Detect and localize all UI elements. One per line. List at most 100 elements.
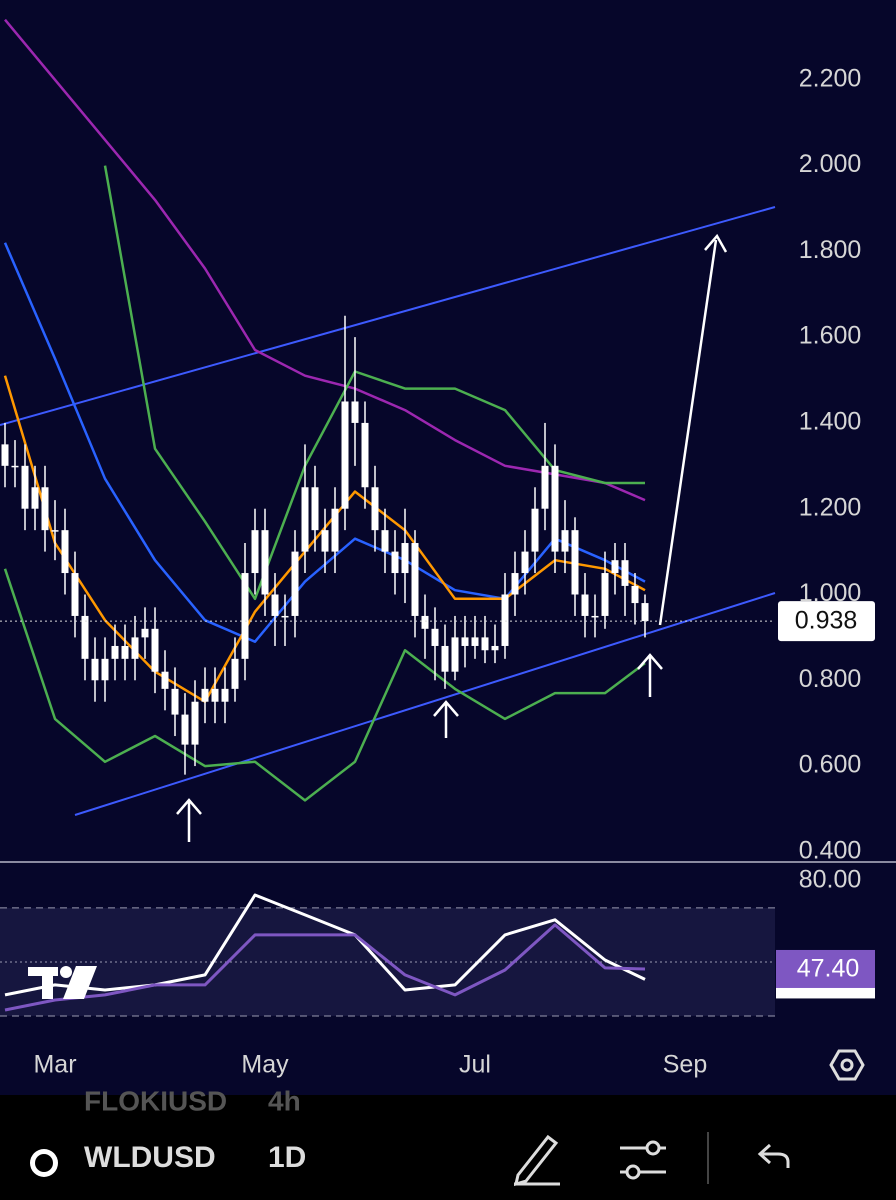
candle-body — [571, 530, 579, 595]
candle-body — [321, 530, 329, 552]
draw-icon[interactable] — [513, 1134, 560, 1187]
candle-body — [131, 637, 139, 659]
candle-body — [511, 573, 519, 595]
candle-body — [181, 714, 189, 745]
candle-body — [331, 508, 339, 552]
candle-body — [161, 671, 169, 689]
candle-body — [611, 560, 619, 574]
candle-body — [341, 401, 349, 509]
candle-body — [11, 465, 19, 468]
candle-body — [311, 487, 319, 531]
y-tick-label: 1.200 — [799, 493, 862, 521]
candle-body — [91, 658, 99, 681]
candle-body — [521, 551, 529, 574]
candle-body — [191, 701, 199, 745]
trend-line — [74, 592, 776, 816]
candle-body — [151, 628, 159, 672]
candle-body — [491, 645, 499, 651]
candle-body — [581, 594, 589, 616]
indicator-line — [103, 165, 645, 601]
candle-body — [551, 465, 559, 552]
last-price-box — [778, 601, 875, 642]
candle-body — [231, 658, 239, 689]
candle-body — [41, 487, 49, 531]
candle-body — [111, 645, 119, 659]
rsi-panel: 80.0043.5247.40 — [0, 866, 875, 1017]
toolbar — [0, 1095, 896, 1200]
indicator-line — [4, 923, 646, 1012]
candle-body — [61, 530, 69, 574]
candle-body — [31, 487, 39, 509]
settings-icon[interactable] — [829, 1049, 865, 1081]
indicator-line — [4, 893, 646, 997]
indicator-line — [3, 375, 646, 703]
candle-body — [201, 688, 209, 702]
candle-body — [401, 543, 409, 574]
candle-body — [601, 573, 609, 616]
y-tick-label: 0.800 — [799, 665, 862, 693]
candle-body — [81, 615, 89, 659]
candle-body — [391, 551, 399, 574]
candle-body — [301, 487, 309, 552]
candle-body — [101, 658, 109, 681]
candle-body — [441, 645, 449, 672]
candle-body — [411, 543, 419, 616]
price-panel: 0.4000.6000.8001.0001.2001.4001.6001.800… — [0, 18, 875, 1079]
indicator-line — [3, 242, 646, 643]
y-tick-label: 80.00 — [799, 866, 862, 894]
candle-body — [281, 615, 289, 618]
last-value-label: 47.40 — [797, 955, 860, 983]
y-tick-label: 2.000 — [799, 150, 862, 178]
candle-body — [381, 530, 389, 552]
y-tick-label: 1.400 — [799, 408, 862, 436]
candle-body — [51, 530, 59, 532]
undo-icon[interactable] — [757, 1143, 790, 1168]
candle-body — [471, 637, 479, 646]
x-tick-label: Jul — [459, 1051, 491, 1079]
candle-body — [121, 645, 129, 659]
candle-body — [71, 573, 79, 616]
toolbar-content: FLOKIUSD 4h WLDUSD 1D — [30, 1085, 790, 1187]
indicator-line — [3, 568, 646, 802]
candle-body — [621, 560, 629, 586]
candle-body — [461, 637, 469, 646]
y-tick-label: 2.200 — [799, 64, 862, 92]
x-tick-label: May — [241, 1051, 289, 1079]
candle-body — [631, 585, 639, 604]
candle-body — [361, 422, 369, 488]
last-value-box — [776, 949, 875, 988]
candle-body — [351, 401, 359, 423]
trend-line — [0, 206, 776, 426]
slider-knob — [625, 1164, 641, 1180]
candle-body — [211, 688, 219, 702]
prev-symbol: FLOKIUSD — [84, 1085, 227, 1116]
slider-knob — [645, 1140, 661, 1156]
candle-body — [451, 637, 459, 672]
candle-body — [241, 573, 249, 659]
y-tick-label: 1.800 — [799, 236, 862, 264]
candle-body — [481, 637, 489, 651]
interval[interactable]: 1D — [268, 1141, 306, 1174]
x-tick-label: Sep — [663, 1051, 707, 1079]
symbol[interactable]: WLDUSD — [84, 1141, 216, 1174]
candle-body — [431, 628, 439, 646]
last-price-label: 0.938 — [795, 607, 858, 635]
candle-body — [251, 530, 259, 574]
arrows — [176, 233, 728, 842]
candle-body — [261, 530, 269, 595]
candle-body — [501, 594, 509, 646]
tradingview-logo — [28, 966, 97, 999]
candle-body — [171, 688, 179, 715]
candle-body — [271, 594, 279, 616]
candle-body — [561, 530, 569, 552]
x-tick-label: Mar — [33, 1051, 76, 1079]
y-tick-label: 0.400 — [799, 836, 862, 864]
y-tick-label: 0.600 — [799, 751, 862, 779]
candle-body — [531, 508, 539, 552]
candle-body — [141, 628, 149, 638]
candle-body — [291, 551, 299, 616]
candle-body — [221, 688, 229, 702]
candle-body — [641, 603, 649, 622]
